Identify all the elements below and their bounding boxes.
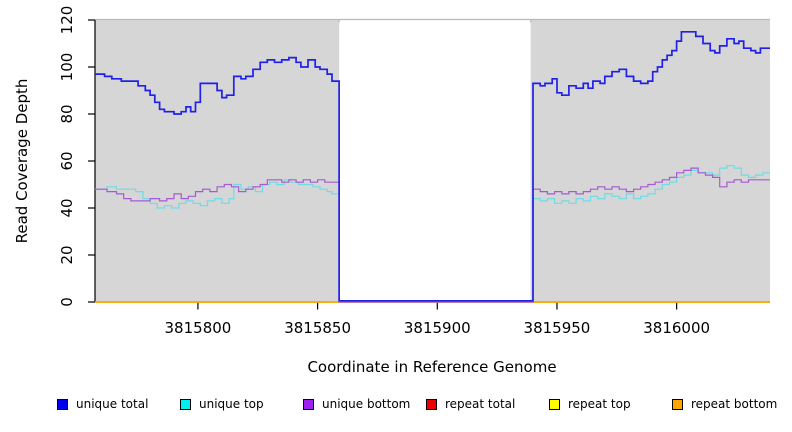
x-tick-label: 3815850: [284, 319, 351, 337]
legend-swatch-icon: [672, 398, 683, 410]
legend-swatch-icon: [180, 398, 191, 410]
y-tick-label: 80: [58, 104, 76, 123]
y-tick-label: 60: [58, 151, 76, 170]
plot-area: 0 20 40 60 80 100 120 3815800 3815850 3815900 3815…: [58, 6, 770, 337]
x-tick-label: 3815900: [404, 319, 471, 337]
legend-item-repeat-bottom: repeat bottom: [667, 397, 790, 411]
x-tick-label: 3815800: [165, 319, 232, 337]
legend-label: repeat top: [568, 397, 631, 411]
legend-swatch-icon: [426, 398, 437, 410]
legend-label: unique top: [199, 397, 264, 411]
y-tick-label: 0: [58, 297, 76, 307]
x-axis-title: Coordinate in Reference Genome: [307, 358, 556, 376]
legend-swatch-icon: [303, 398, 314, 410]
legend-swatch-icon: [549, 398, 560, 410]
legend-item-repeat-total: repeat total: [421, 397, 544, 411]
x-tick-label: 3815950: [524, 319, 591, 337]
y-tick-label: 120: [58, 6, 76, 35]
y-tick-label: 20: [58, 245, 76, 264]
y-tick-label: 100: [58, 53, 76, 82]
legend-item-unique-bottom: unique bottom: [298, 397, 421, 411]
legend-swatch-icon: [57, 398, 68, 410]
legend-item-repeat-top: repeat top: [544, 397, 667, 411]
y-tick-label: 40: [58, 198, 76, 217]
x-tick-label: 3816000: [643, 319, 710, 337]
panel-bg-left: [95, 20, 340, 302]
panel-bg-right: [530, 20, 770, 302]
series-unique-total-line: [95, 30, 770, 302]
legend-item-unique-total: unique total: [52, 397, 175, 411]
chart-legend: unique total unique top unique bottom repea…: [52, 397, 790, 411]
coverage-chart: 0 20 40 60 80 100 120 3815800 3815850 3815900 3815…: [13, 6, 770, 376]
legend-item-unique-top: unique top: [175, 397, 298, 411]
y-axis-title: Read Coverage Depth: [13, 79, 31, 244]
legend-label: repeat total: [445, 397, 516, 411]
legend-label: unique total: [76, 397, 149, 411]
legend-label: repeat bottom: [691, 397, 778, 411]
legend-label: unique bottom: [322, 397, 411, 411]
